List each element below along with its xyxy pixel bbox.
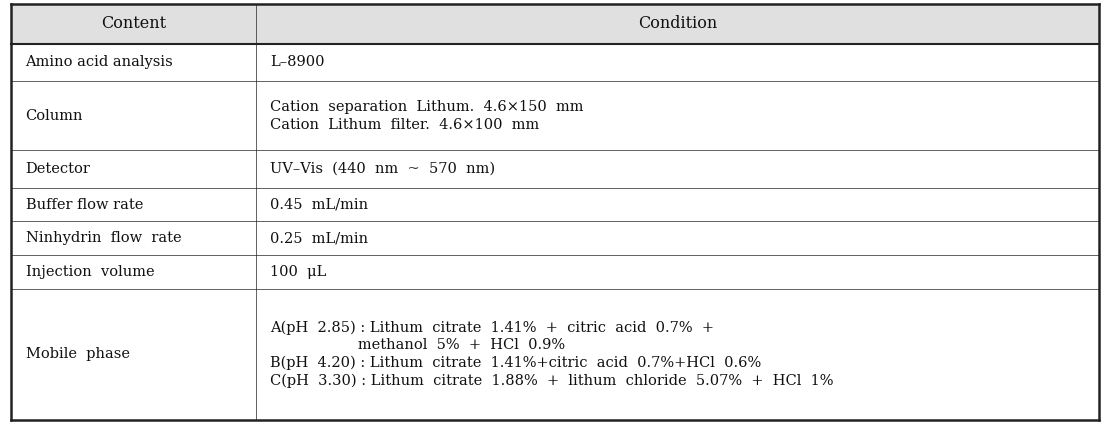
Text: methanol  5%  +  HCl  0.9%: methanol 5% + HCl 0.9% (271, 338, 565, 352)
Bar (11, 44, 1099, 81)
Text: Column: Column (26, 109, 83, 123)
Text: Cation  Lithum  filter.  4.6×100  mm: Cation Lithum filter. 4.6×100 mm (271, 117, 539, 131)
Text: 100  μL: 100 μL (271, 265, 326, 279)
Text: C(pH  3.30) : Lithum  citrate  1.88%  +  lithum  chloride  5.07%  +  HCl  1%: C(pH 3.30) : Lithum citrate 1.88% + lith… (271, 374, 834, 388)
Text: Detector: Detector (26, 162, 90, 176)
Bar (11, 150, 1099, 188)
Text: Ninhydrin  flow  rate: Ninhydrin flow rate (26, 231, 181, 245)
Bar (11, 188, 1099, 221)
Text: B(pH  4.20) : Lithum  citrate  1.41%+citric  acid  0.7%+HCl  0.6%: B(pH 4.20) : Lithum citrate 1.41%+citric… (271, 356, 761, 370)
Text: Cation  separation  Lithum.  4.6×150  mm: Cation separation Lithum. 4.6×150 mm (271, 100, 584, 114)
Text: UV–Vis  (440  nm  ~  570  nm): UV–Vis (440 nm ~ 570 nm) (271, 162, 495, 176)
Bar (11, 221, 1099, 255)
Bar (11, 81, 1099, 150)
Bar (11, 4, 1099, 44)
Text: Injection  volume: Injection volume (26, 265, 154, 279)
Text: Buffer flow rate: Buffer flow rate (26, 198, 143, 212)
Text: 0.45  mL/min: 0.45 mL/min (271, 198, 369, 212)
Text: L–8900: L–8900 (271, 55, 325, 69)
Bar (11, 255, 1099, 289)
Text: 0.25  mL/min: 0.25 mL/min (271, 231, 369, 245)
Text: Amino acid analysis: Amino acid analysis (26, 55, 173, 69)
Bar (11, 289, 1099, 420)
Text: Content: Content (101, 15, 166, 32)
Text: Mobile  phase: Mobile phase (26, 347, 130, 361)
Text: A(pH  2.85) : Lithum  citrate  1.41%  +  citric  acid  0.7%  +: A(pH 2.85) : Lithum citrate 1.41% + citr… (271, 321, 715, 335)
Text: Condition: Condition (638, 15, 717, 32)
